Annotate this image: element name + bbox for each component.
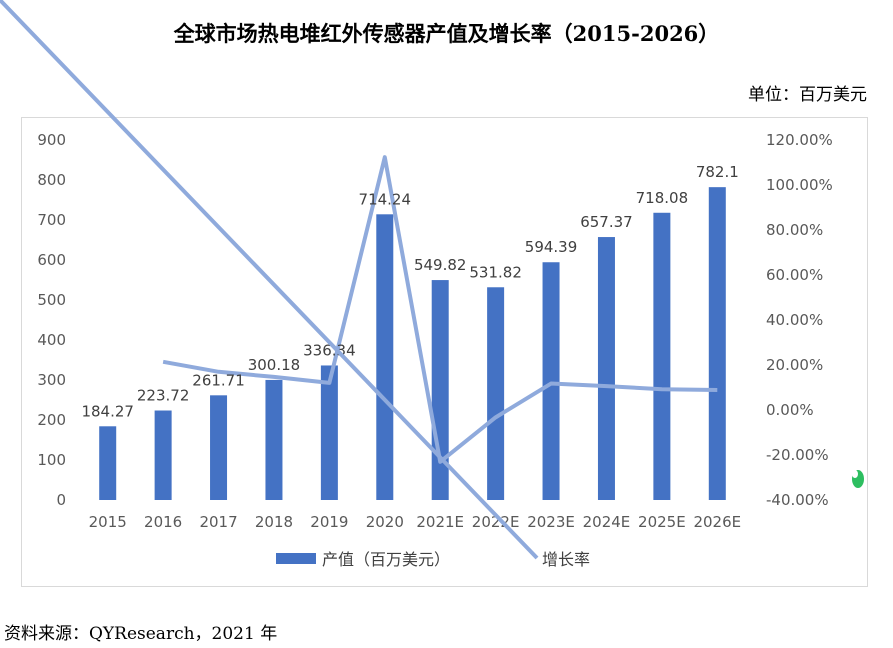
x-axis-tick: 2020 [366, 513, 404, 531]
x-axis-tick: 2025E [638, 513, 686, 531]
right-axis-tick: -40.00% [766, 491, 829, 509]
bar [487, 287, 505, 500]
bar-data-label: 594.39 [525, 238, 578, 256]
left-axis-tick: 100 [37, 451, 66, 469]
source-note: 资料来源：QYResearch，2021 年 [4, 624, 278, 644]
x-axis-tick: 2016 [144, 513, 182, 531]
chart-frame [21, 117, 868, 587]
chart-title: 全球市场热电堆红外传感器产值及增长率（2015-2026） [173, 21, 720, 46]
right-axis-tick: 80.00% [766, 221, 823, 239]
legend-bar-swatch [276, 553, 316, 564]
x-axis-tick: 2019 [310, 513, 348, 531]
unit-label: 单位：百万美元 [748, 85, 867, 105]
bar-data-label: 718.08 [636, 189, 689, 207]
right-axis-tick: 40.00% [766, 311, 823, 329]
bar-data-label: 223.72 [137, 387, 190, 405]
bar-data-label: 531.82 [469, 263, 522, 281]
right-axis-tick: -20.00% [766, 446, 829, 464]
left-axis-tick: 600 [37, 251, 66, 269]
x-axis-tick: 2015 [89, 513, 127, 531]
legend-line-swatch [0, 0, 539, 560]
right-axis-tick: 100.00% [766, 176, 833, 194]
bar-data-label: 261.71 [192, 371, 245, 389]
bar-data-label: 714.24 [359, 190, 412, 208]
bar [597, 237, 615, 500]
left-axis-tick: 300 [37, 371, 66, 389]
x-axis-tick: 2018 [255, 513, 293, 531]
right-axis-tick: 60.00% [766, 266, 823, 284]
left-axis-tick: 500 [37, 291, 66, 309]
bar [542, 262, 560, 500]
x-axis-tick: 2021E [416, 513, 464, 531]
bar [653, 212, 671, 500]
legend-line-label: 增长率 [542, 550, 590, 569]
bar-data-label: 549.82 [414, 256, 467, 274]
x-axis-tick: 2026E [693, 513, 741, 531]
right-axis-tick: 20.00% [766, 356, 823, 374]
bar [320, 365, 338, 500]
bar-data-label: 782.1 [696, 163, 739, 181]
left-axis-tick: 900 [37, 131, 66, 149]
bar [210, 395, 228, 500]
left-axis-tick: 800 [37, 171, 66, 189]
left-axis-tick: 400 [37, 331, 66, 349]
x-axis-tick: 2024E [583, 513, 631, 531]
bar-data-label: 184.27 [81, 402, 134, 420]
right-axis-tick: 0.00% [766, 401, 814, 419]
legend-bar-label: 产值（百万美元） [322, 550, 450, 569]
bar [154, 410, 172, 500]
bar-data-label: 300.18 [248, 356, 301, 374]
left-axis-tick: 700 [37, 211, 66, 229]
left-axis-tick: 0 [56, 491, 66, 509]
x-axis-tick: 2023E [527, 513, 575, 531]
bar [376, 214, 394, 500]
bar [431, 280, 449, 500]
left-axis-tick: 200 [37, 411, 66, 429]
bar [265, 379, 283, 500]
leaf-icon [852, 470, 864, 488]
x-axis-tick: 2017 [199, 513, 237, 531]
bar [708, 187, 726, 500]
growth-rate-line [162, 155, 718, 464]
bar-data-label: 657.37 [580, 213, 633, 231]
bar [99, 426, 117, 500]
right-axis-tick: 120.00% [766, 131, 833, 149]
